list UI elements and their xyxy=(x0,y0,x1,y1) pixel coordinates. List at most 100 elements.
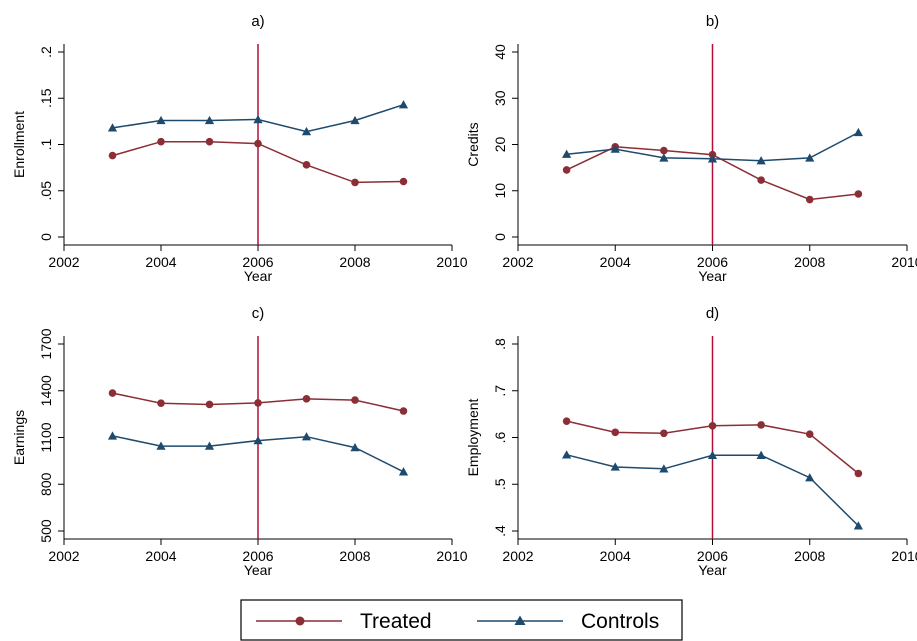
x-tick-label: 2006 xyxy=(242,548,273,564)
data-point-controls xyxy=(350,443,360,452)
y-tick-label: .05 xyxy=(38,181,54,201)
y-tick-label: 10 xyxy=(492,183,508,199)
legend-frame xyxy=(240,599,683,641)
x-tick-label: 2008 xyxy=(794,548,825,564)
y-axis-title: Earnings xyxy=(11,410,27,465)
x-tick-label: 2008 xyxy=(339,254,370,270)
data-point-treated xyxy=(757,176,765,184)
data-point-controls xyxy=(398,467,409,476)
data-point-controls xyxy=(707,450,718,459)
x-tick-label: 2004 xyxy=(145,254,176,270)
data-point-treated xyxy=(854,190,863,198)
panels: a)2002 2004 2006 2008 2010Year0.05.1.15.2Enr… xyxy=(11,13,917,578)
x-tick-label: 2010 xyxy=(891,254,917,270)
data-point-treated xyxy=(254,139,262,148)
y-tick-label: .5 xyxy=(492,478,508,490)
x-axis-title: Year xyxy=(244,268,273,284)
data-point-controls xyxy=(301,126,312,136)
y-tick-label: .6 xyxy=(492,431,508,443)
y-tick-label: 1100 xyxy=(38,422,54,452)
data-point-treated xyxy=(351,178,359,187)
y-tick-label: 1400 xyxy=(38,375,54,406)
x-tick-label: 2006 xyxy=(242,254,273,270)
data-point-treated xyxy=(108,151,117,160)
data-point-controls xyxy=(107,123,118,132)
panel-label: d) xyxy=(706,305,719,322)
data-point-controls xyxy=(610,462,620,471)
y-tick-label: 40 xyxy=(492,44,508,60)
data-point-treated xyxy=(660,429,668,438)
data-point-treated xyxy=(708,422,717,430)
y-tick-label: 1700 xyxy=(38,328,54,359)
x-tick-label: 2004 xyxy=(145,548,176,564)
data-point-controls xyxy=(253,114,263,124)
data-point-controls xyxy=(707,154,718,163)
data-point-treated xyxy=(660,146,668,155)
data-point-controls xyxy=(853,521,863,530)
data-point-controls xyxy=(350,115,360,125)
data-point-treated xyxy=(562,417,571,425)
panel-3: d) 2002 2004 2006 2008 2010 Year .4 .5 .6 .7 .8 Empl… xyxy=(465,305,917,578)
y-tick-label: .8 xyxy=(492,338,508,350)
data-point-controls xyxy=(805,473,815,482)
legend-controls-marker xyxy=(514,615,526,625)
data-point-treated xyxy=(302,161,311,169)
legend-treated-label: Treated xyxy=(360,610,432,633)
data-point-treated xyxy=(157,399,165,408)
legend-treated-marker xyxy=(295,616,305,626)
x-tick-label: 2002 xyxy=(502,548,533,564)
y-tick-label: .4 xyxy=(492,525,508,537)
data-point-treated xyxy=(562,166,571,174)
y-tick-label: 30 xyxy=(492,90,508,106)
x-tick-label: 2004 xyxy=(600,548,631,564)
data-point-treated xyxy=(351,396,359,404)
x-axis-title: Year xyxy=(698,268,727,284)
data-point-treated xyxy=(757,421,765,429)
x-tick-label: 2002 xyxy=(48,254,79,270)
data-point-controls xyxy=(107,431,118,440)
panel-label: c) xyxy=(252,305,265,322)
y-axis-title: Employment xyxy=(465,398,481,476)
panel-0: a) 2002 2004 2006 2008 2010 Year 0 .05 .1 .15 .2 Enr… xyxy=(11,13,468,284)
data-point-controls xyxy=(659,464,669,473)
data-point-controls xyxy=(204,115,215,125)
data-point-controls xyxy=(562,450,572,459)
y-tick-label: 0 xyxy=(492,233,508,241)
x-tick-label: 2004 xyxy=(600,254,631,270)
x-tick-label: 2002 xyxy=(48,548,79,564)
data-point-treated xyxy=(399,177,408,186)
panel-label: b) xyxy=(706,13,719,30)
data-point-treated xyxy=(254,399,262,407)
y-tick-label: 20 xyxy=(492,137,508,153)
y-tick-label: .1 xyxy=(38,138,54,150)
y-axis-title: Credits xyxy=(465,122,481,166)
data-point-treated xyxy=(157,137,165,146)
data-point-controls xyxy=(398,100,409,109)
x-tick-label: 2010 xyxy=(436,548,467,564)
data-point-controls xyxy=(659,153,669,162)
panel-2: c) 2002 2004 2006 2008 2010 Year 500 800 1100 1400… xyxy=(11,305,468,578)
data-point-controls xyxy=(204,441,215,450)
data-point-treated xyxy=(854,469,863,478)
x-tick-label: 2002 xyxy=(502,254,533,270)
data-point-treated xyxy=(302,395,311,403)
x-tick-label: 2010 xyxy=(436,254,467,270)
panel-1: b) 2002 2004 2006 2008 2010 Year 0 10 20 30 40 Credi… xyxy=(465,13,917,284)
data-point-controls xyxy=(156,441,166,450)
data-point-controls xyxy=(156,115,166,125)
data-point-treated xyxy=(611,428,620,437)
x-tick-label: 2008 xyxy=(339,548,370,564)
x-tick-label: 2006 xyxy=(697,254,728,270)
data-point-treated xyxy=(205,137,214,146)
y-tick-label: .2 xyxy=(38,46,54,58)
y-tick-label: 500 xyxy=(38,519,54,543)
x-tick-label: 2010 xyxy=(891,548,917,564)
legend: Treated Controls xyxy=(240,599,683,641)
data-point-controls xyxy=(805,153,815,162)
x-tick-label: 2006 xyxy=(697,548,728,564)
data-point-treated xyxy=(399,407,408,415)
data-point-treated xyxy=(805,195,814,204)
data-point-controls xyxy=(562,149,572,158)
data-point-treated xyxy=(108,389,117,397)
